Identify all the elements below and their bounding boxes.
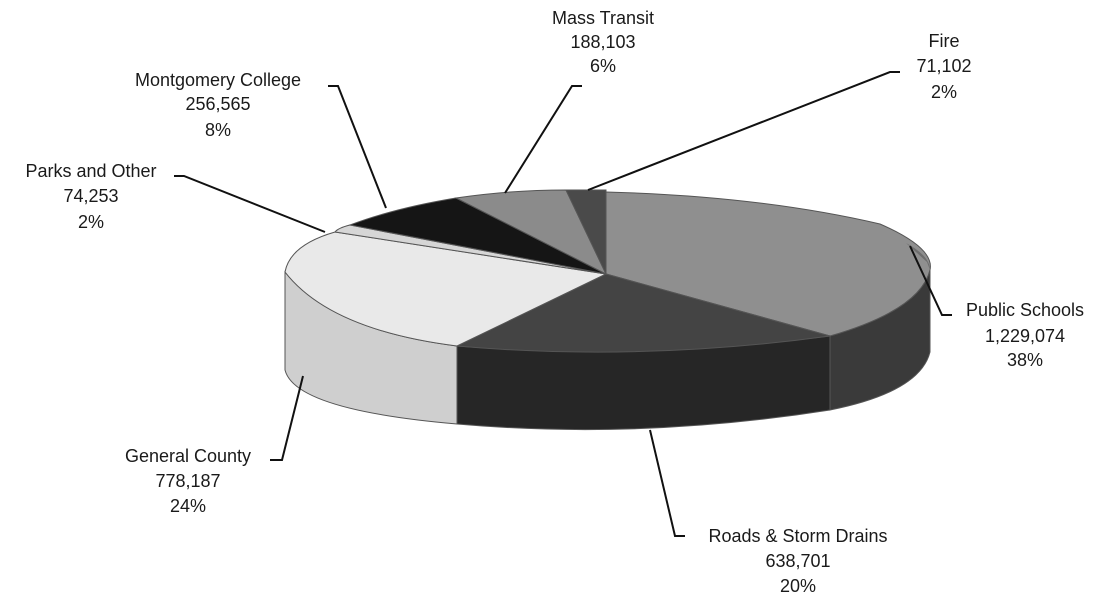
leader-roads-storm-drains — [649, 429, 685, 537]
label-roads-storm-drains-name: Roads & Storm Drains — [708, 526, 887, 546]
label-public-schools-name: Public Schools — [966, 300, 1084, 320]
leader-fire — [587, 71, 900, 191]
label-public-schools-percent: 38% — [1007, 350, 1043, 370]
pie-sides — [284, 269, 931, 431]
label-general-county-percent: 24% — [170, 496, 206, 516]
label-general-county-name: General County — [125, 446, 251, 466]
label-montgomery-college-percent: 8% — [205, 120, 231, 140]
slice-labels: Mass Transit 188,103 6% Fire 71,102 2% M… — [25, 8, 1084, 596]
label-mass-transit-value: 188,103 — [570, 32, 635, 52]
pie-tops — [284, 189, 931, 353]
label-montgomery-college-name: Montgomery College — [135, 70, 301, 90]
label-public-schools-value: 1,229,074 — [985, 326, 1065, 346]
leader-general-county — [270, 375, 304, 461]
label-roads-storm-drains-percent: 20% — [780, 576, 816, 596]
label-parks-other-name: Parks and Other — [25, 161, 156, 181]
leader-lines — [174, 71, 952, 537]
label-mass-transit-percent: 6% — [590, 56, 616, 76]
label-montgomery-college-value: 256,565 — [185, 94, 250, 114]
leader-mass-transit — [504, 85, 582, 194]
label-roads-storm-drains-value: 638,701 — [765, 551, 830, 571]
slice-roads-storm-drains — [455, 273, 831, 353]
slice-public-schools — [605, 191, 931, 337]
slice-montgomery-college — [348, 197, 607, 275]
slice-mass-transit — [454, 189, 608, 276]
label-parks-other-percent: 2% — [78, 212, 104, 232]
label-mass-transit-name: Mass Transit — [552, 8, 654, 28]
slice-general-county — [284, 231, 608, 347]
label-fire-name: Fire — [929, 31, 960, 51]
label-fire-percent: 2% — [931, 82, 957, 102]
label-fire-value: 71,102 — [916, 56, 971, 76]
slice-fire — [565, 189, 607, 275]
leader-public-schools — [909, 245, 952, 316]
label-general-county-value: 778,187 — [155, 471, 220, 491]
label-parks-other-value: 74,253 — [63, 186, 118, 206]
leader-montgomery-college — [328, 85, 387, 209]
leader-parks-other — [174, 175, 326, 233]
